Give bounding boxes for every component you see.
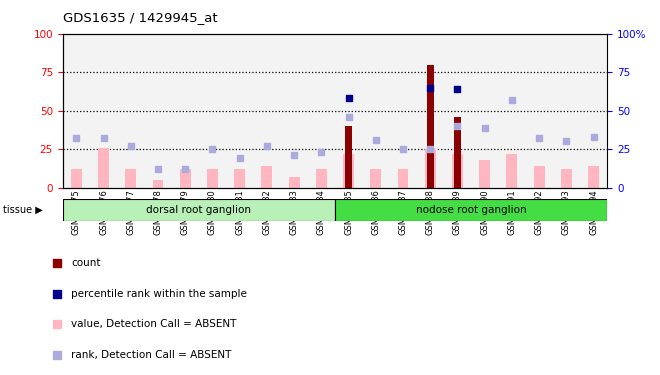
Point <box>289 152 300 158</box>
Text: rank, Detection Call = ABSENT: rank, Detection Call = ABSENT <box>71 350 232 360</box>
Bar <box>71 169 82 188</box>
FancyBboxPatch shape <box>63 199 335 221</box>
Bar <box>362 34 389 188</box>
Bar <box>98 147 109 188</box>
Bar <box>90 34 117 188</box>
Bar <box>261 166 273 188</box>
Bar <box>397 169 409 188</box>
Bar <box>125 169 136 188</box>
Point <box>343 114 354 120</box>
Point <box>316 149 327 155</box>
Point <box>479 124 490 130</box>
Bar <box>280 34 308 188</box>
Point <box>588 134 599 140</box>
Text: dorsal root ganglion: dorsal root ganglion <box>147 205 251 215</box>
Bar <box>427 64 434 188</box>
Point <box>534 135 544 141</box>
Bar <box>253 34 280 188</box>
Bar <box>534 166 544 188</box>
Bar <box>316 169 327 188</box>
Bar <box>580 34 607 188</box>
Bar <box>180 169 191 188</box>
Bar <box>454 117 461 188</box>
Bar <box>425 149 436 188</box>
Bar <box>63 34 90 188</box>
Bar <box>234 169 245 188</box>
Bar <box>370 169 381 188</box>
Bar <box>479 160 490 188</box>
Point <box>207 146 218 152</box>
Bar <box>525 34 552 188</box>
Point <box>180 166 191 172</box>
Bar <box>308 34 335 188</box>
Text: GDS1635 / 1429945_at: GDS1635 / 1429945_at <box>63 11 217 24</box>
FancyBboxPatch shape <box>335 199 607 221</box>
Bar <box>471 34 498 188</box>
Text: count: count <box>71 258 101 268</box>
Point <box>343 95 354 101</box>
Bar <box>226 34 253 188</box>
Bar <box>152 180 164 188</box>
Bar <box>498 34 525 188</box>
Point <box>98 135 109 141</box>
Bar <box>145 34 172 188</box>
Text: percentile rank within the sample: percentile rank within the sample <box>71 288 247 298</box>
Bar <box>452 154 463 188</box>
Point <box>314 185 325 191</box>
Point <box>425 146 436 152</box>
Bar <box>345 126 352 188</box>
Point <box>398 146 409 152</box>
Point <box>261 143 272 149</box>
Bar <box>552 34 580 188</box>
Bar <box>416 34 444 188</box>
Text: nodose root ganglion: nodose root ganglion <box>416 205 527 215</box>
Text: tissue ▶: tissue ▶ <box>3 205 43 215</box>
Point <box>452 86 463 92</box>
Point <box>425 85 436 91</box>
Point <box>507 97 517 103</box>
Bar <box>588 166 599 188</box>
Point <box>234 155 245 161</box>
Bar <box>117 34 145 188</box>
Bar <box>389 34 416 188</box>
Bar <box>199 34 226 188</box>
Bar <box>207 169 218 188</box>
Point <box>452 123 463 129</box>
Bar <box>444 34 471 188</box>
Bar <box>561 169 572 188</box>
Bar <box>335 34 362 188</box>
Bar <box>343 154 354 188</box>
Bar <box>288 177 300 188</box>
Point <box>125 143 136 149</box>
Point <box>71 135 82 141</box>
Point <box>561 138 572 144</box>
Bar <box>172 34 199 188</box>
Point <box>370 137 381 143</box>
Point <box>152 166 163 172</box>
Bar <box>506 154 517 188</box>
Text: value, Detection Call = ABSENT: value, Detection Call = ABSENT <box>71 319 237 329</box>
